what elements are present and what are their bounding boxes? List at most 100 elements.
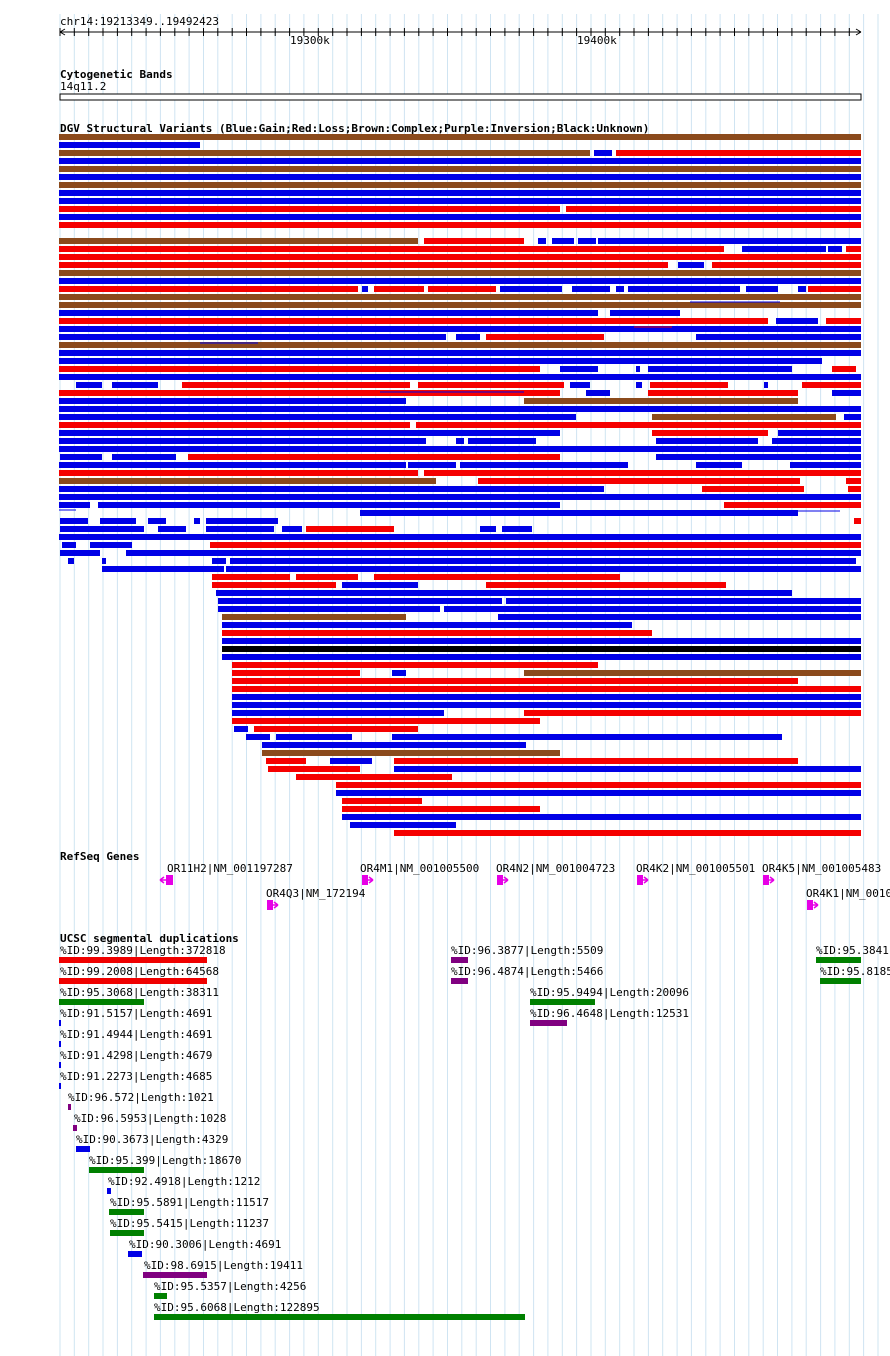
dgv-variant[interactable]: [846, 246, 861, 252]
dgv-variant[interactable]: [498, 614, 861, 620]
dgv-variant[interactable]: [230, 558, 856, 564]
segdup-bar[interactable]: [110, 1230, 144, 1236]
dgv-variant[interactable]: [424, 238, 524, 244]
segdup-bar[interactable]: [128, 1251, 142, 1257]
dgv-variant[interactable]: [222, 646, 861, 652]
dgv-variant[interactable]: [234, 726, 248, 732]
dgv-variant[interactable]: [598, 238, 861, 244]
dgv-variant[interactable]: [262, 750, 560, 756]
dgv-variant[interactable]: [460, 462, 628, 468]
dgv-variant[interactable]: [182, 382, 410, 388]
dgv-variant[interactable]: [246, 734, 270, 740]
dgv-variant[interactable]: [216, 590, 792, 596]
dgv-variant[interactable]: [394, 766, 861, 772]
dgv-variant[interactable]: [59, 246, 724, 252]
dgv-variant[interactable]: [456, 438, 464, 444]
dgv-variant[interactable]: [59, 294, 861, 300]
segdup-bar[interactable]: [59, 1083, 61, 1089]
dgv-variant[interactable]: [112, 382, 158, 388]
dgv-variant[interactable]: [222, 622, 632, 628]
segdup-bar[interactable]: [816, 957, 861, 963]
segdup-bar[interactable]: [143, 1272, 207, 1278]
dgv-variant[interactable]: [222, 614, 406, 620]
dgv-variant[interactable]: [776, 318, 818, 324]
dgv-variant[interactable]: [194, 518, 200, 524]
dgv-variant[interactable]: [832, 366, 856, 372]
dgv-variant[interactable]: [90, 542, 132, 548]
dgv-variant[interactable]: [374, 574, 620, 580]
dgv-variant[interactable]: [59, 190, 861, 196]
dgv-variant[interactable]: [712, 262, 861, 268]
dgv-variant[interactable]: [59, 478, 436, 484]
dgv-variant[interactable]: [848, 486, 861, 492]
dgv-variant[interactable]: [418, 382, 564, 388]
segdup-bar[interactable]: [68, 1104, 71, 1110]
segdup-bar[interactable]: [59, 1062, 61, 1068]
dgv-variant[interactable]: [648, 366, 792, 372]
dgv-variant[interactable]: [59, 134, 861, 140]
dgv-variant[interactable]: [570, 382, 590, 388]
dgv-variant[interactable]: [456, 334, 480, 340]
dgv-variant[interactable]: [342, 798, 422, 804]
segdup-bar[interactable]: [59, 1041, 61, 1047]
dgv-variant[interactable]: [232, 686, 861, 692]
dgv-variant[interactable]: [524, 670, 861, 676]
dgv-variant[interactable]: [500, 286, 562, 292]
dgv-variant[interactable]: [468, 438, 536, 444]
dgv-variant[interactable]: [724, 502, 861, 508]
segdup-bar[interactable]: [154, 1293, 167, 1299]
dgv-variant[interactable]: [59, 286, 358, 292]
dgv-variant[interactable]: [594, 150, 612, 156]
dgv-variant[interactable]: [262, 742, 526, 748]
dgv-variant[interactable]: [282, 526, 302, 532]
dgv-variant[interactable]: [330, 758, 372, 764]
dgv-variant[interactable]: [362, 286, 368, 292]
dgv-variant[interactable]: [232, 718, 540, 724]
dgv-variant[interactable]: [408, 462, 456, 468]
dgv-variant[interactable]: [222, 638, 861, 644]
dgv-variant[interactable]: [148, 518, 166, 524]
dgv-variant[interactable]: [652, 414, 836, 420]
dgv-variant[interactable]: [702, 486, 804, 492]
dgv-variant[interactable]: [266, 758, 306, 764]
dgv-variant[interactable]: [826, 318, 861, 324]
segdup-bar[interactable]: [59, 957, 207, 963]
dgv-variant[interactable]: [636, 366, 640, 372]
dgv-variant[interactable]: [342, 806, 540, 812]
cytoband-14q11.2[interactable]: [59, 93, 862, 101]
dgv-variant[interactable]: [59, 422, 410, 428]
dgv-variant[interactable]: [306, 526, 394, 532]
dgv-variant[interactable]: [232, 694, 861, 700]
dgv-variant[interactable]: [232, 702, 861, 708]
dgv-variant[interactable]: [616, 150, 861, 156]
dgv-variant[interactable]: [832, 390, 861, 396]
dgv-variant[interactable]: [392, 734, 782, 740]
dgv-variant[interactable]: [560, 366, 598, 372]
dgv-variant[interactable]: [428, 286, 496, 292]
segdup-bar[interactable]: [530, 1020, 567, 1026]
dgv-variant[interactable]: [59, 406, 861, 412]
dgv-variant[interactable]: [696, 334, 861, 340]
segdup-bar[interactable]: [76, 1146, 90, 1152]
dgv-variant[interactable]: [212, 582, 336, 588]
dgv-variant[interactable]: [844, 414, 861, 420]
dgv-variant[interactable]: [59, 326, 861, 332]
dgv-variant[interactable]: [254, 726, 418, 732]
dgv-variant[interactable]: [444, 606, 861, 612]
dgv-variant[interactable]: [416, 422, 861, 428]
dgv-variant[interactable]: [656, 438, 758, 444]
dgv-variant[interactable]: [798, 286, 806, 292]
dgv-variant[interactable]: [59, 470, 418, 476]
segdup-bar[interactable]: [59, 999, 144, 1005]
dgv-variant[interactable]: [60, 518, 88, 524]
dgv-variant[interactable]: [59, 182, 861, 188]
dgv-variant[interactable]: [59, 254, 861, 260]
segdup-bar[interactable]: [59, 1020, 61, 1026]
dgv-variant[interactable]: [502, 526, 532, 532]
dgv-variant[interactable]: [59, 366, 540, 372]
dgv-variant[interactable]: [68, 558, 74, 564]
dgv-variant[interactable]: [59, 350, 861, 356]
segdup-bar[interactable]: [451, 957, 468, 963]
dgv-variant[interactable]: [60, 550, 100, 556]
dgv-variant[interactable]: [778, 430, 861, 436]
